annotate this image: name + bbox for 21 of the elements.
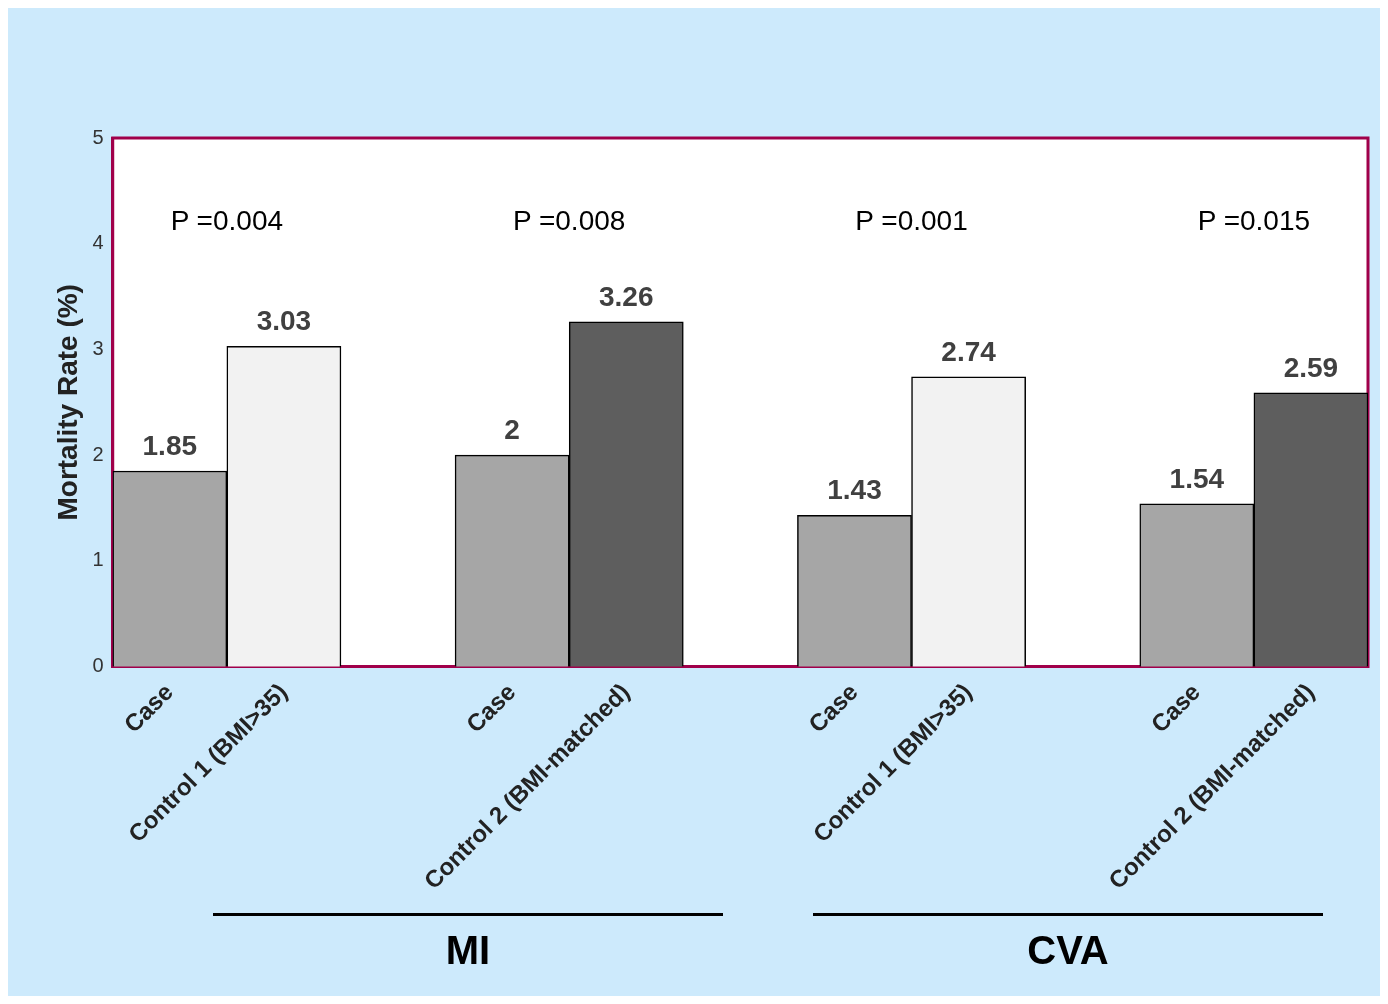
data-label: 3.03 [256,304,312,336]
y-tick-label: 0 [92,654,104,677]
y-axis-title: Mortality Rate (%) [51,284,83,521]
annotation: P =0.004 [170,205,284,237]
y-tick-label: 1 [92,548,104,571]
data-label: 3.26 [599,280,654,312]
annotation: P =0.015 [1197,205,1311,237]
text: MI [213,913,723,973]
annotation: P =0.008 [513,205,626,237]
data-label: 2.59 [1283,351,1339,383]
data-label: 1.43 [827,474,882,506]
text: CVA [813,913,1323,973]
annotation: P =0.001 [855,205,968,237]
y-tick-label: 5 [92,125,104,148]
data-label: 1.85 [142,429,198,461]
data-label: 2 [504,413,520,445]
y-tick-label: 3 [92,336,104,359]
y-tick-label: 4 [92,231,104,254]
data-label: 1.54 [1169,462,1225,494]
y-tick-label: 2 [92,442,104,465]
data-label: 2.74 [941,335,997,367]
